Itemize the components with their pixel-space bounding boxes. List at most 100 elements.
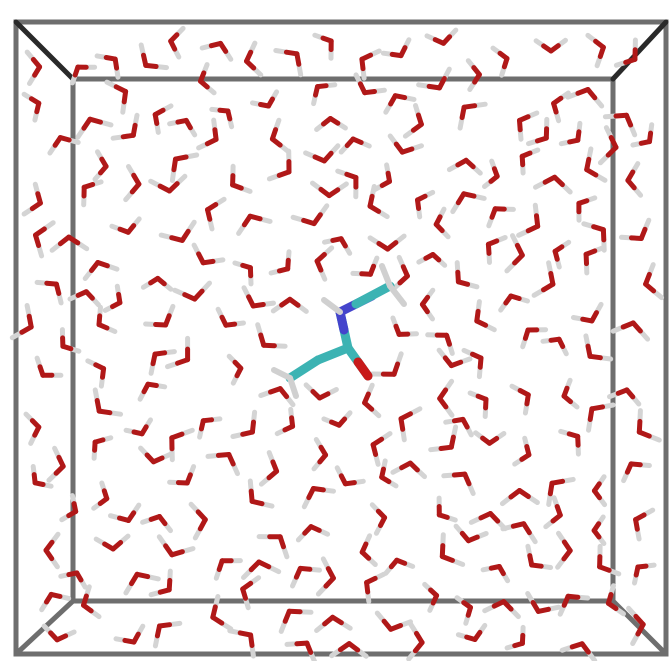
bond [215,130,216,140]
bond [394,364,398,374]
bond [554,103,557,112]
bond [367,583,368,593]
bond [555,251,557,259]
bond [38,194,41,203]
bond [513,524,523,527]
bond [288,260,289,269]
bond [451,362,460,365]
bond [271,389,281,392]
bond [373,445,376,455]
bond [462,107,464,117]
bond [451,437,453,447]
bond [572,644,582,647]
bond [388,173,389,181]
bond [333,239,341,241]
bond [178,120,186,122]
bond [492,209,495,218]
bond [240,633,250,635]
bond [365,92,375,93]
bond [641,229,645,238]
bond [78,292,86,296]
bond [172,552,183,555]
bond [532,565,542,566]
bond [297,643,307,644]
bond [551,339,559,340]
bond [99,325,107,328]
bond [252,501,262,503]
bond [650,133,651,142]
bond [550,483,552,494]
bond [74,504,76,512]
bond [391,626,401,630]
bond [96,365,104,369]
bond [154,458,163,462]
bond [402,149,412,152]
bond [636,520,638,530]
bond [594,227,604,230]
bond [551,274,553,285]
bond [47,283,57,284]
bond [616,115,627,116]
bond [153,354,155,364]
bond [166,316,170,325]
bond [458,282,467,285]
bond [146,65,156,66]
bond [104,491,107,499]
bond [292,418,293,427]
bond [473,354,482,358]
bond [218,455,229,456]
bond [220,110,228,111]
bond [273,462,277,471]
bond [211,43,220,45]
bond [636,567,638,575]
bond [488,244,489,253]
bond [401,419,403,430]
bond [57,636,66,640]
bond [557,507,560,516]
bond [347,174,356,177]
bond [69,573,77,575]
bond [75,67,78,75]
bond [323,38,331,41]
bond [537,216,538,227]
bond [569,434,578,437]
bond [296,568,300,577]
bond [454,474,465,475]
bond [63,346,71,349]
bond [478,396,486,399]
bond [29,316,31,327]
bond [169,580,170,589]
bond [525,330,528,338]
bond [370,266,373,274]
bond [201,421,203,429]
bond [252,422,253,432]
bond [133,125,135,135]
bond [264,345,275,346]
bond [155,115,157,124]
bond [317,261,321,270]
bond [600,567,610,571]
bond [491,567,499,569]
bond [35,483,43,485]
page: (() => { const data = JSON.parse(documen… [0,0,672,661]
bond [520,120,521,129]
bond [99,411,110,413]
bond [157,626,159,636]
bond [418,200,419,209]
bond [590,356,600,357]
bond [286,52,297,54]
bond [522,156,523,164]
bond [469,537,478,541]
background [0,0,672,661]
bond [362,59,363,68]
bond [590,409,592,420]
bond [269,99,273,106]
bond [174,159,176,170]
bond [95,442,96,450]
simulation-box-render [0,0,672,661]
bond [219,561,222,570]
bond [316,87,318,96]
bond [203,261,213,262]
bond [578,90,588,94]
bond [226,324,235,325]
